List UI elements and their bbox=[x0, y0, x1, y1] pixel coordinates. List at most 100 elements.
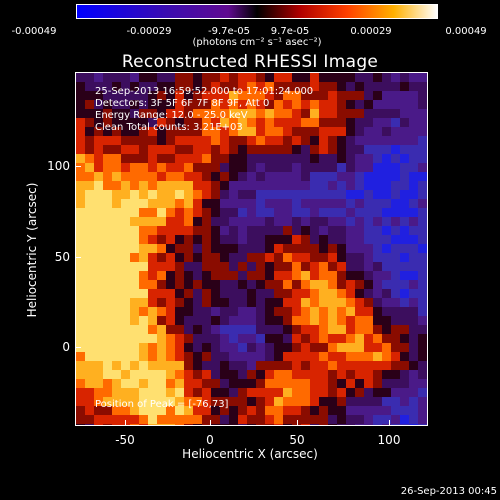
heatmap-cell bbox=[184, 325, 194, 335]
heatmap-cell bbox=[76, 82, 86, 92]
heatmap-cell bbox=[130, 136, 140, 146]
heatmap-cell bbox=[364, 271, 374, 281]
heatmap-cell bbox=[112, 352, 122, 362]
heatmap-cell bbox=[310, 190, 320, 200]
heatmap-cell bbox=[229, 406, 239, 416]
heatmap-cell bbox=[337, 226, 347, 236]
heatmap-cell bbox=[130, 217, 140, 227]
heatmap-cell bbox=[175, 289, 185, 299]
heatmap-cell bbox=[238, 397, 248, 407]
heatmap-cell bbox=[319, 244, 329, 254]
heatmap-cell bbox=[85, 298, 95, 308]
heatmap-cell bbox=[256, 163, 266, 173]
heatmap-cell bbox=[238, 415, 248, 425]
heatmap-cell bbox=[229, 316, 239, 326]
heatmap-cell bbox=[319, 298, 329, 308]
heatmap-cell bbox=[184, 190, 194, 200]
heatmap-cell bbox=[85, 127, 95, 137]
heatmap-cell bbox=[400, 91, 410, 101]
heatmap-cell bbox=[229, 73, 239, 83]
heatmap-cell bbox=[202, 415, 212, 425]
heatmap-cell bbox=[184, 100, 194, 110]
heatmap-cell bbox=[193, 172, 203, 182]
heatmap-cell bbox=[373, 109, 383, 119]
heatmap-cell bbox=[373, 289, 383, 299]
heatmap-cell bbox=[139, 271, 149, 281]
heatmap-cell bbox=[166, 91, 176, 101]
heatmap-cell bbox=[400, 379, 410, 389]
heatmap-cell bbox=[130, 307, 140, 317]
heatmap-cell bbox=[220, 172, 230, 182]
heatmap-cell bbox=[373, 370, 383, 380]
heatmap-cell bbox=[400, 136, 410, 146]
heatmap-cell bbox=[373, 397, 383, 407]
heatmap-cell bbox=[247, 118, 257, 128]
heatmap-cell bbox=[202, 145, 212, 155]
heatmap-cell bbox=[346, 379, 356, 389]
heatmap-cell bbox=[265, 244, 275, 254]
heatmap-cell bbox=[355, 235, 365, 245]
heatmap-cell bbox=[112, 415, 122, 425]
heatmap-cell bbox=[211, 298, 221, 308]
heatmap-cell bbox=[139, 163, 149, 173]
heatmap-cell bbox=[346, 154, 356, 164]
heatmap-cell bbox=[391, 154, 401, 164]
heatmap-cell bbox=[166, 415, 176, 425]
heatmap-cell bbox=[400, 343, 410, 353]
heatmap-cell bbox=[328, 154, 338, 164]
heatmap-cell bbox=[121, 217, 131, 227]
heatmap-cell bbox=[130, 109, 140, 119]
heatmap-cell bbox=[418, 190, 427, 200]
heatmap-cell bbox=[292, 262, 302, 272]
heatmap-cell bbox=[211, 235, 221, 245]
heatmap-cell bbox=[166, 118, 176, 128]
heatmap-cell bbox=[292, 208, 302, 218]
heatmap-cell bbox=[418, 118, 427, 128]
heatmap-cell bbox=[94, 163, 104, 173]
heatmap-cell bbox=[274, 298, 284, 308]
heatmap-cell bbox=[346, 424, 356, 425]
heatmap-cell bbox=[328, 82, 338, 92]
heatmap-cell bbox=[409, 181, 419, 191]
heatmap-cell bbox=[103, 370, 113, 380]
heatmap-cell bbox=[247, 424, 257, 425]
heatmap-cell bbox=[256, 325, 266, 335]
heatmap-cell bbox=[112, 370, 122, 380]
heatmap-cell bbox=[229, 280, 239, 290]
heatmap-cell bbox=[238, 307, 248, 317]
heatmap-cell bbox=[130, 298, 140, 308]
heatmap-cell bbox=[130, 343, 140, 353]
heatmap-cell bbox=[274, 145, 284, 155]
heatmap-cell bbox=[238, 199, 248, 209]
heatmap-cell bbox=[391, 280, 401, 290]
heatmap-cell bbox=[85, 406, 95, 416]
heatmap-cell bbox=[283, 397, 293, 407]
heatmap-cell bbox=[418, 100, 427, 110]
heatmap-cell bbox=[193, 262, 203, 272]
heatmap-cell bbox=[94, 307, 104, 317]
heatmap-cell bbox=[211, 343, 221, 353]
heatmap-cell bbox=[76, 352, 86, 362]
heatmap-cell bbox=[409, 226, 419, 236]
heatmap-cell bbox=[166, 181, 176, 191]
heatmap-cell bbox=[211, 280, 221, 290]
info-energy: Energy Range: 12.0 - 25.0 keV bbox=[95, 110, 248, 121]
heatmap-cell bbox=[274, 262, 284, 272]
heatmap-cell bbox=[184, 91, 194, 101]
heatmap-cell bbox=[310, 208, 320, 218]
heatmap-cell bbox=[292, 280, 302, 290]
heatmap-cell bbox=[364, 253, 374, 263]
heatmap-cell bbox=[391, 424, 401, 425]
heatmap-cell bbox=[193, 406, 203, 416]
heatmap-cell bbox=[211, 361, 221, 371]
heatmap-cell bbox=[148, 352, 158, 362]
heatmap-cell bbox=[139, 379, 149, 389]
heatmap-cell bbox=[130, 334, 140, 344]
heatmap-cell bbox=[355, 109, 365, 119]
heatmap-cell bbox=[373, 136, 383, 146]
heatmap-cell bbox=[94, 415, 104, 425]
heatmap-cell bbox=[355, 334, 365, 344]
heatmap-cell bbox=[391, 307, 401, 317]
heatmap-cell bbox=[193, 316, 203, 326]
heatmap-cell bbox=[103, 361, 113, 371]
